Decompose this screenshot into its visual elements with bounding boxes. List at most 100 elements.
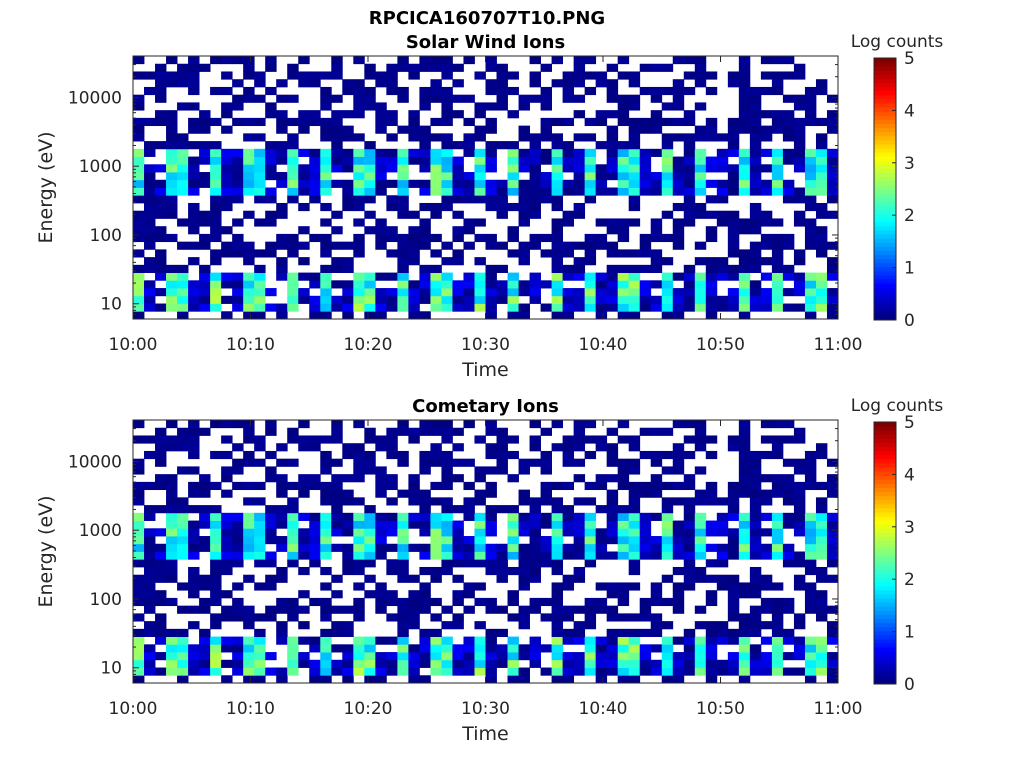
heatmap-cell <box>727 172 740 181</box>
heatmap-cell <box>155 249 167 258</box>
heatmap-cell <box>364 63 376 72</box>
heatmap-cell <box>221 636 233 645</box>
heatmap-cell <box>804 520 817 529</box>
heatmap-cell <box>441 280 453 289</box>
heatmap-cell <box>177 63 189 72</box>
heatmap-cell <box>243 117 255 127</box>
y-axis-label: Energy (eV) <box>35 131 57 243</box>
colorbar-swatch <box>874 193 896 198</box>
heatmap-cell <box>309 179 321 188</box>
heatmap-cell <box>188 141 200 150</box>
heatmap-cell <box>826 311 839 320</box>
heatmap-cell <box>144 605 156 614</box>
heatmap-cell <box>232 659 244 668</box>
heatmap-cell <box>386 636 398 645</box>
heatmap-cell <box>694 257 707 266</box>
heatmap-cell <box>705 543 718 552</box>
heatmap-cell <box>485 125 497 134</box>
heatmap-cell <box>683 474 696 483</box>
heatmap-cell <box>276 628 288 637</box>
heatmap-cell <box>199 543 211 552</box>
heatmap-cell <box>738 420 751 429</box>
heatmap-cell <box>749 551 762 560</box>
heatmap-cell <box>804 466 817 475</box>
heatmap-cell <box>210 295 222 304</box>
heatmap-cell <box>254 272 266 281</box>
heatmap-cell <box>199 427 211 436</box>
heatmap-cell <box>375 512 387 521</box>
heatmap-cell <box>650 450 663 460</box>
heatmap-cell <box>452 210 464 219</box>
heatmap-cell <box>760 582 773 591</box>
heatmap-cell <box>375 148 387 157</box>
heatmap-cell <box>683 450 696 460</box>
heatmap-cell <box>551 659 564 668</box>
heatmap-cell <box>639 489 652 498</box>
colorbar-swatch <box>874 557 896 562</box>
colorbar-swatch <box>874 98 896 104</box>
heatmap-cell <box>628 559 641 568</box>
colorbar-swatch <box>874 229 896 235</box>
heatmap-cell <box>782 543 795 552</box>
heatmap-cell <box>232 667 244 676</box>
heatmap-cell <box>441 543 453 552</box>
heatmap-cell <box>243 179 255 188</box>
heatmap-cell <box>496 551 508 560</box>
heatmap-cell <box>738 311 751 320</box>
heatmap-cell <box>342 79 354 88</box>
heatmap-cell <box>408 574 420 583</box>
heatmap-cell <box>496 466 508 475</box>
heatmap-cell <box>166 156 178 165</box>
colorbar-swatch <box>874 454 896 460</box>
heatmap-cell <box>232 597 244 607</box>
heatmap-cell <box>188 489 200 498</box>
heatmap-cell <box>727 574 740 583</box>
heatmap-cell <box>309 543 321 552</box>
heatmap-cell <box>463 172 475 181</box>
heatmap-cell <box>397 652 409 661</box>
heatmap-cell <box>353 450 365 460</box>
heatmap-cell <box>408 125 420 134</box>
heatmap-cell <box>210 613 222 622</box>
heatmap-cell <box>133 311 145 320</box>
heatmap-cell <box>782 110 795 119</box>
heatmap-cell <box>397 280 409 289</box>
heatmap-cell <box>694 566 707 576</box>
heatmap-cell <box>738 218 751 227</box>
heatmap-cell <box>529 195 541 204</box>
heatmap-cell <box>408 117 420 127</box>
heatmap-cell <box>562 450 575 460</box>
heatmap-cell <box>826 481 839 491</box>
heatmap-cell <box>540 543 552 552</box>
heatmap-cell <box>529 141 541 150</box>
colorbar-swatch <box>874 561 896 566</box>
heatmap-cell <box>672 303 685 312</box>
heatmap-cell <box>661 303 674 312</box>
heatmap-cell <box>408 179 420 188</box>
heatmap-cell <box>133 582 145 591</box>
heatmap-cell <box>529 559 541 568</box>
heatmap-cell <box>562 141 575 150</box>
heatmap-cell <box>760 187 773 196</box>
heatmap-cell <box>562 79 575 88</box>
heatmap-cell <box>155 443 167 452</box>
colorbar-label: Log counts <box>851 32 944 52</box>
heatmap-cell <box>364 210 376 219</box>
heatmap-cell <box>232 117 244 127</box>
heatmap-cell <box>562 272 575 281</box>
heatmap-cell <box>507 597 519 607</box>
heatmap-cell <box>694 288 707 297</box>
heatmap-cell <box>771 512 784 521</box>
heatmap-cell <box>639 63 652 72</box>
heatmap-cell <box>551 652 564 661</box>
heatmap-cell <box>397 420 409 429</box>
heatmap-cell <box>639 536 652 545</box>
heatmap-cell <box>320 241 332 250</box>
heatmap-cell <box>694 520 707 529</box>
heatmap-cell <box>595 79 608 88</box>
heatmap-cell <box>441 659 453 668</box>
heatmap-cell <box>331 505 343 514</box>
heatmap-cell <box>826 659 839 668</box>
heatmap-cell <box>573 605 586 614</box>
x-tick-label: 10:00 <box>109 335 158 355</box>
